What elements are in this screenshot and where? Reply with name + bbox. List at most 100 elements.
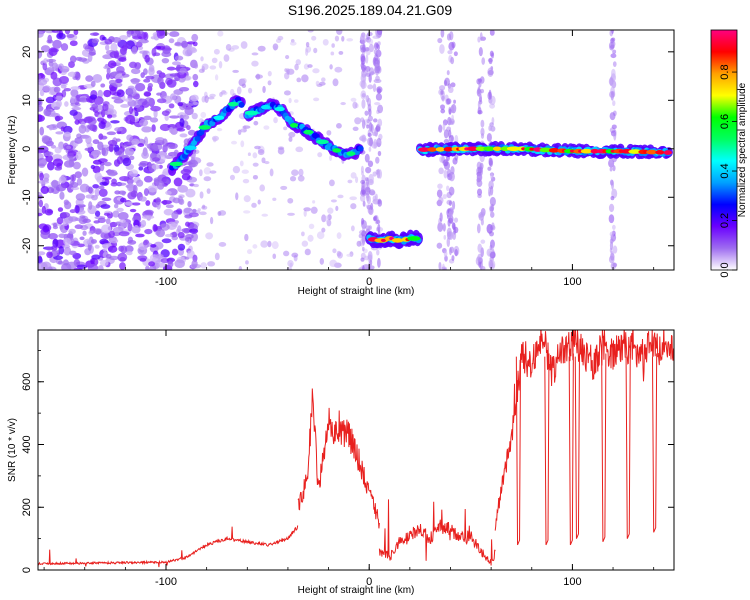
- heatmap-cell: [337, 194, 344, 199]
- heatmap-cell: [115, 138, 121, 142]
- heatmap-cell: [355, 176, 359, 184]
- heatmap-cell: [447, 129, 452, 138]
- heatmap-cell: [440, 30, 445, 38]
- heatmap-cell: [168, 38, 175, 44]
- heatmap-cell: [487, 166, 492, 171]
- heatmap-cell: [101, 224, 112, 234]
- heatmap-cell: [443, 169, 448, 179]
- heatmap-cell: [209, 216, 214, 225]
- heatmap-cell: [486, 133, 492, 142]
- heatmap-cell: [451, 255, 455, 261]
- heatmap-cell: [346, 151, 356, 156]
- heatmap-cell: [172, 197, 181, 204]
- heatmap-cell: [184, 106, 194, 116]
- heatmap-cell: [271, 241, 279, 250]
- heatmap-cell: [138, 162, 147, 168]
- heatmap-cell: [610, 250, 614, 257]
- heatmap-cell: [369, 189, 376, 196]
- heatmap-cell: [107, 60, 117, 69]
- heatmap-cell: [173, 177, 183, 187]
- heatmap-cell: [238, 101, 245, 108]
- heatmap-cell: [140, 219, 147, 228]
- heatmap-cell: [153, 109, 158, 118]
- heatmap-cell: [376, 137, 382, 148]
- heatmap-cell: [331, 43, 335, 48]
- heatmap-cell: [240, 128, 248, 133]
- heatmap-cell: [367, 160, 374, 168]
- heatmap-cell: [336, 30, 343, 35]
- heatmap-cell: [181, 40, 188, 48]
- heatmap-cell: [360, 179, 366, 185]
- heatmap-cell: [199, 169, 203, 177]
- heatmap-cell: [336, 232, 342, 239]
- heatmap-cell: [161, 238, 172, 244]
- heatmap-cell: [611, 68, 616, 79]
- heatmap-cell: [254, 145, 261, 150]
- heatmap-cell: [176, 127, 186, 132]
- heatmap-cell: [364, 110, 369, 116]
- heatmap-cell: [377, 104, 384, 114]
- heatmap-cell: [366, 193, 370, 202]
- heatmap-cell: [131, 138, 140, 146]
- heatmap-cell: [374, 52, 378, 62]
- heatmap-cell: [364, 186, 371, 196]
- heatmap-cell: [223, 54, 230, 62]
- heatmap-cell: [489, 244, 493, 250]
- heatmap-cell: [89, 94, 97, 100]
- heatmap-cell: [75, 71, 81, 81]
- heatmap-cell: [92, 139, 100, 145]
- heatmap-cell: [42, 85, 51, 92]
- heatmap-cell: [373, 66, 381, 74]
- heatmap-cell: [60, 43, 69, 51]
- heatmap-cell: [450, 56, 455, 65]
- heatmap-cell: [257, 148, 265, 156]
- heatmap-cell: [447, 86, 454, 94]
- heatmap-cell: [611, 180, 615, 190]
- heatmap-cell: [441, 266, 447, 270]
- snr-y-axis-label: SNR (10 * v/v): [7, 418, 18, 482]
- heatmap-cell: [480, 239, 486, 244]
- heatmap-cell: [121, 144, 128, 149]
- heatmap-cell: [436, 189, 443, 198]
- heatmap-cell: [52, 222, 58, 228]
- heatmap-cell: [103, 212, 111, 216]
- heatmap-cell: [67, 149, 79, 153]
- heatmap-cell: [337, 251, 343, 259]
- heatmap-cell: [209, 93, 216, 98]
- heatmap-cell: [365, 166, 372, 174]
- heatmap-cell: [105, 73, 110, 80]
- heatmap-cell: [154, 253, 164, 259]
- heatmap-cell: [98, 188, 108, 197]
- heatmap-cell: [489, 205, 494, 212]
- heatmap-cell: [168, 142, 178, 150]
- heatmap-cell: [119, 35, 129, 41]
- heatmap-cell: [481, 57, 486, 65]
- heatmap-cell: [60, 84, 67, 89]
- heatmap-cell: [94, 172, 102, 181]
- heatmap-cell: [489, 259, 494, 270]
- heatmap-cell: [349, 196, 357, 201]
- heatmap-cell: [129, 155, 135, 161]
- heatmap-cell: [377, 30, 383, 36]
- heatmap-cell: [373, 48, 379, 55]
- x-tick-label: 100: [563, 276, 581, 288]
- heatmap-cell: [130, 190, 138, 198]
- heatmap-cell: [177, 184, 189, 193]
- heatmap-cell: [125, 148, 135, 156]
- heatmap-cell: [350, 97, 357, 102]
- heatmap-cell: [38, 78, 48, 86]
- heatmap-cell: [313, 97, 320, 102]
- spectrogram-x-axis-label: Height of straight line (km): [298, 286, 415, 297]
- heatmap-cell: [153, 224, 158, 232]
- heatmap-cell: [125, 250, 133, 256]
- heatmap-cell: [128, 106, 134, 115]
- spectrogram-y-axis: -20 -10 0 10 20: [21, 46, 674, 254]
- heatmap-cell: [377, 223, 381, 233]
- heatmap-cell: [447, 231, 454, 241]
- heatmap-cell: [113, 144, 120, 153]
- heatmap-cell: [193, 80, 199, 88]
- heatmap-cell: [102, 247, 108, 252]
- heatmap-cell: [289, 41, 297, 46]
- heatmap-cell: [377, 199, 383, 207]
- heatmap-cell: [39, 89, 45, 97]
